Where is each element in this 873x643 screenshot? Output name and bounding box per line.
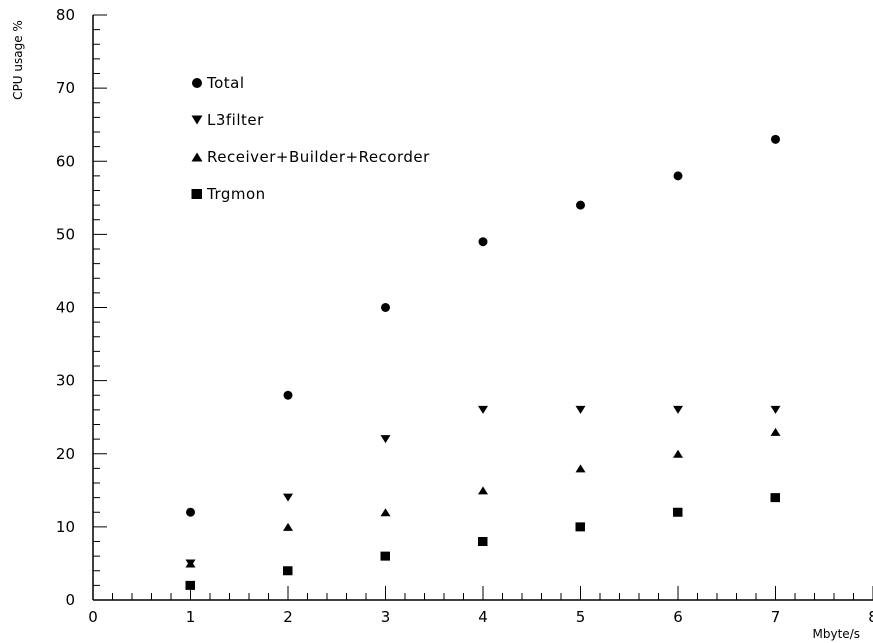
- x-tick-label: 8: [868, 608, 873, 626]
- legend-marker-triangle-up: [191, 152, 203, 162]
- data-point-triangle-up: [770, 427, 781, 436]
- data-point-circle: [576, 200, 585, 210]
- data-point-triangle-down: [380, 435, 391, 444]
- x-tick-label: 1: [186, 608, 196, 626]
- legend-label: L3filter: [207, 111, 264, 129]
- data-point-triangle-up: [380, 508, 391, 517]
- y-tick-label: 10: [56, 518, 75, 536]
- legend-marker-circle: [192, 78, 202, 88]
- y-tick-label: 80: [56, 6, 75, 24]
- data-point-square: [185, 580, 195, 590]
- x-tick-label: 5: [576, 608, 586, 626]
- data-point-triangle-up: [283, 522, 293, 531]
- legend-label: Total: [206, 74, 245, 92]
- data-point-circle: [283, 390, 293, 400]
- data-point-triangle-down: [283, 493, 293, 502]
- data-point-circle: [186, 507, 195, 517]
- y-tick-label: 50: [56, 225, 75, 243]
- axes: [92, 15, 873, 601]
- y-tick-label: 70: [56, 79, 75, 97]
- x-tick-label: 0: [88, 608, 98, 626]
- y-axis-title: CPU usage %: [11, 20, 25, 100]
- tick-labels: 01234567801020304050607080: [56, 6, 873, 626]
- data-point-triangle-up: [673, 449, 683, 458]
- x-tick-label: 2: [283, 608, 293, 626]
- y-tick-label: 40: [56, 299, 75, 317]
- data-point-square: [575, 522, 585, 532]
- x-tick-label: 3: [381, 608, 391, 626]
- data-point-square: [673, 507, 683, 517]
- data-point-triangle-up: [575, 464, 586, 473]
- data-point-circle: [771, 134, 780, 144]
- y-tick-label: 30: [56, 372, 75, 390]
- data-point-square: [283, 566, 293, 576]
- y-tick-label: 60: [56, 152, 75, 170]
- y-tick-label: 0: [65, 591, 75, 609]
- x-axis-title: Mbyte/s: [813, 627, 860, 641]
- legend-label: Trgmon: [206, 185, 266, 203]
- data-point-square: [770, 493, 780, 503]
- data-point-square: [478, 537, 488, 546]
- x-tick-label: 6: [673, 608, 683, 626]
- data-point-triangle-up: [185, 559, 196, 568]
- legend-marker-triangle-down: [191, 115, 203, 125]
- x-tick-label: 4: [478, 608, 488, 626]
- data-point-circle: [673, 171, 683, 181]
- data-point-triangle-down: [673, 405, 683, 414]
- data-points: [185, 134, 781, 590]
- data-point-circle: [381, 303, 390, 312]
- data-point-triangle-down: [478, 405, 488, 414]
- legend-label: Receiver+Builder+Recorder: [207, 148, 430, 166]
- y-tick-label: 20: [56, 445, 75, 463]
- data-point-circle: [478, 237, 488, 247]
- legend: Total L3filter Receiver+Builder+Recorder Tr…: [191, 74, 430, 203]
- data-point-triangle-up: [478, 486, 488, 495]
- data-point-triangle-down: [770, 405, 781, 414]
- legend-marker-square: [191, 189, 202, 199]
- data-point-square: [380, 551, 390, 561]
- data-point-triangle-down: [575, 405, 586, 414]
- x-tick-label: 7: [771, 608, 781, 626]
- ticks: [92, 14, 873, 601]
